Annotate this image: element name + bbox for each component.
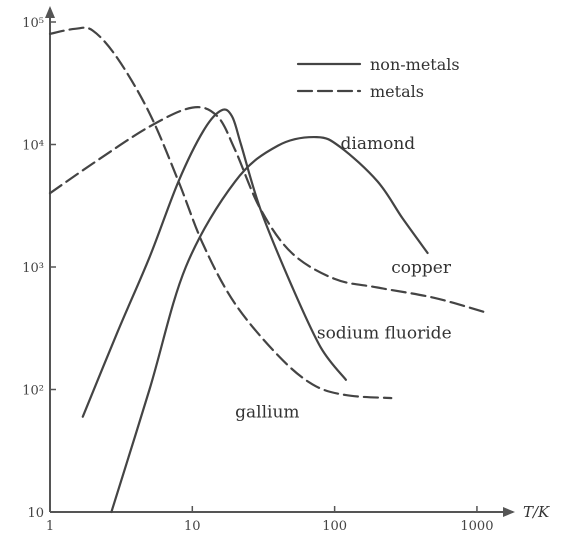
x-tick-label-1: 1: [46, 519, 54, 534]
y-tick-label-1000: 10³: [22, 261, 44, 276]
x-tick-label-1000: 1000: [460, 519, 493, 534]
annotations-group: diamond copper sodium fluoride gallium: [235, 134, 452, 423]
legend-label-metals: metals: [370, 82, 424, 101]
y-tick-label-100: 10²: [22, 384, 44, 399]
y-tick-label-10000: 10⁴: [22, 139, 44, 154]
y-tick-label-100000: 10⁵: [22, 16, 44, 31]
x-tick-label-100: 100: [322, 519, 347, 534]
curve-label-sodium-fluoride: sodium fluoride: [317, 324, 452, 344]
series-line-gallium: [48, 26, 393, 400]
x-tick-label-10: 10: [184, 519, 201, 534]
y-tick-label-10: 10: [27, 506, 44, 521]
x-axis-title: T/K: [523, 503, 550, 521]
curve-label-diamond: diamond: [341, 134, 416, 154]
series-line-sodium-fluoride: [81, 108, 347, 418]
curve-label-gallium: gallium: [235, 403, 299, 423]
curve-label-copper: copper: [391, 258, 452, 278]
series-group: [48, 26, 490, 514]
series-line-copper: [48, 106, 490, 315]
legend: non-metals metals: [296, 55, 460, 101]
legend-label-non-metals: non-metals: [370, 55, 460, 74]
series-line-diamond: [110, 135, 429, 514]
